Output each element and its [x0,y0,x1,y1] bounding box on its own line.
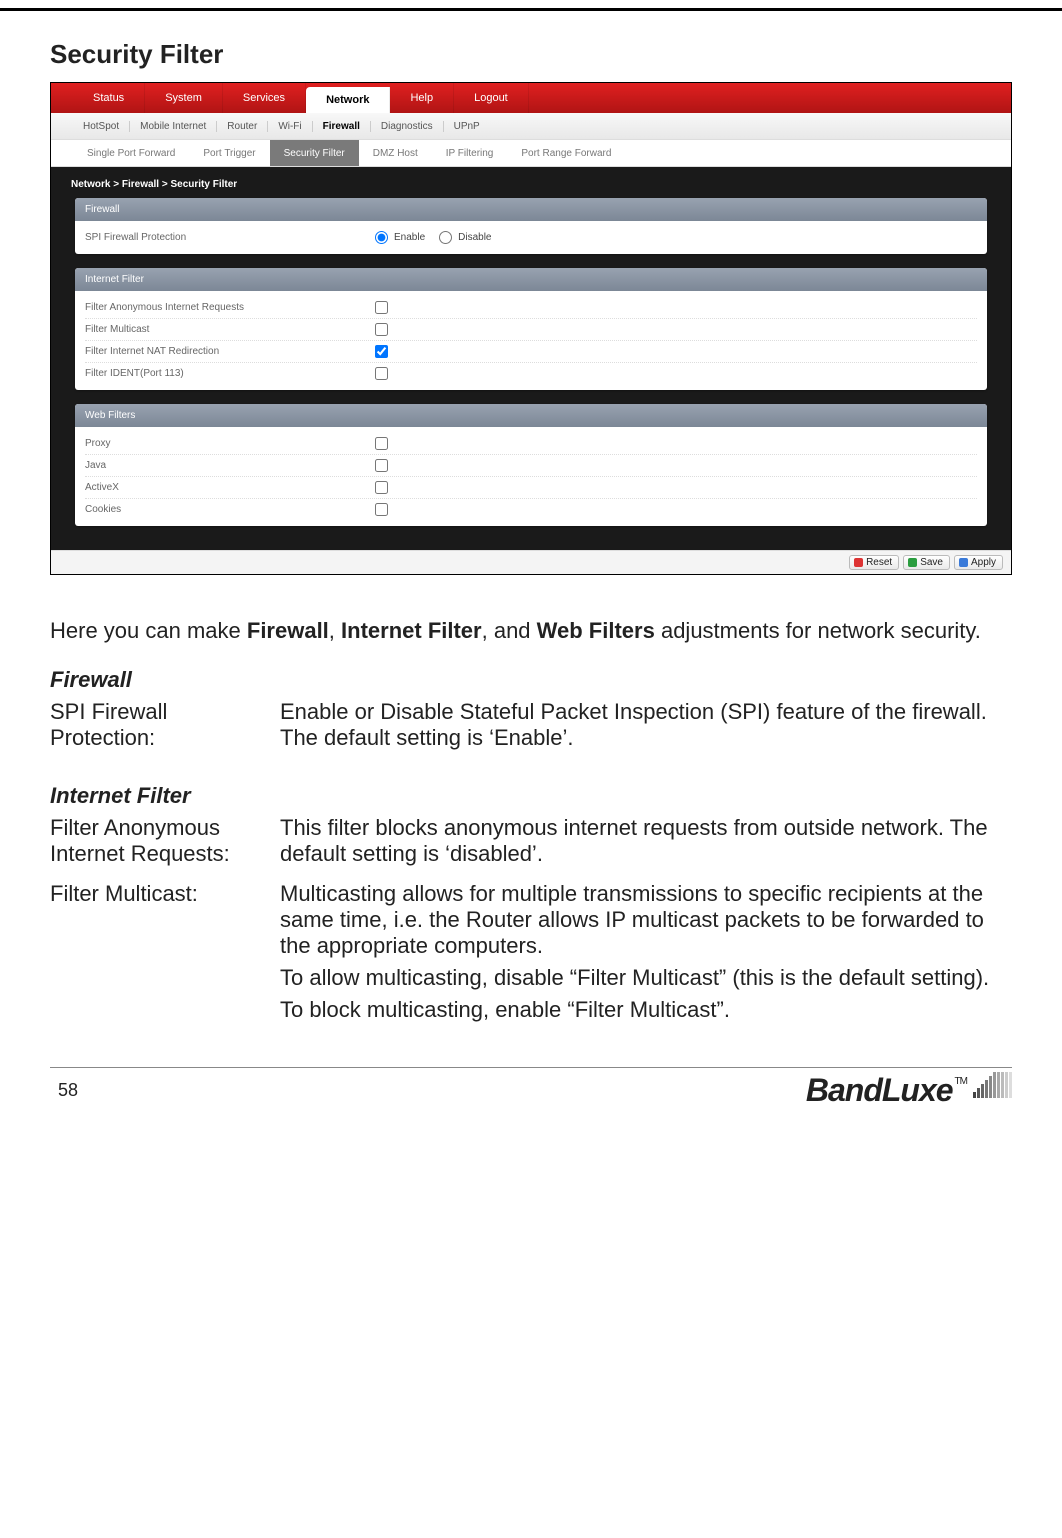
intro-text: , and [482,618,537,643]
filter-multicast-desc-a: Multicasting allows for multiple transmi… [280,881,1012,959]
intro-bold-firewall: Firewall [247,618,329,643]
spi-desc: Enable or Disable Stateful Packet Inspec… [280,699,1012,751]
wf-row-label: Proxy [85,438,375,449]
wf-checkbox[interactable] [375,503,388,516]
subnav-item-hotspot[interactable]: HotSpot [73,121,130,132]
topnav-tab-system[interactable]: System [145,83,223,113]
apply-button[interactable]: Apply [954,555,1003,570]
subnav-item-mobile-internet[interactable]: Mobile Internet [130,121,217,132]
router-screenshot: StatusSystemServicesNetworkHelpLogout Ho… [50,82,1012,575]
firewall-definition: SPI Firewall Protection: Enable or Disab… [50,695,1012,761]
intro-bold-web-filters: Web Filters [537,618,655,643]
subnav-item-diagnostics[interactable]: Diagnostics [371,121,444,132]
if-checkbox[interactable] [375,323,388,336]
internet-filter-heading: Internet Filter [50,783,1012,809]
firewall-panel: Firewall SPI Firewall Protection Enable … [75,198,987,254]
filter-multicast-term: Filter Multicast: [50,877,280,1033]
internet-filter-panel: Internet Filter Filter Anonymous Interne… [75,268,987,390]
firewall-heading: Firewall [50,667,1012,693]
spi-enable-radio[interactable] [375,231,388,244]
breadcrumb: Network > Firewall > Security Filter [59,175,1003,198]
page-footer: 58 BandLuxe TM [50,1067,1012,1119]
topnav-tab-network[interactable]: Network [306,87,390,113]
web-filters-panel: Web Filters Proxy Java ActiveX Cookies [75,404,987,526]
save-button[interactable]: Save [903,555,950,570]
tertnav-item-ip-filtering[interactable]: IP Filtering [432,140,508,166]
filter-multicast-desc-c: To block multicasting, enable “Filter Mu… [280,997,1012,1023]
tertnav-item-port-range-forward[interactable]: Port Range Forward [507,140,625,166]
if-row-label: Filter IDENT(Port 113) [85,368,375,379]
if-checkbox[interactable] [375,301,388,314]
if-checkbox[interactable] [375,367,388,380]
spi-enable-label: Enable [394,232,425,243]
reset-icon [854,558,863,567]
spi-disable-label: Disable [458,232,491,243]
wf-row-label: Java [85,460,375,471]
topnav-tab-help[interactable]: Help [390,83,454,113]
topnav-tab-logout[interactable]: Logout [454,83,529,113]
reset-label: Reset [866,557,892,568]
filter-multicast-desc-b: To allow multicasting, disable “Filter M… [280,965,1012,991]
subnav-item-upnp[interactable]: UPnP [444,121,490,132]
wf-checkbox[interactable] [375,481,388,494]
wf-row-label: ActiveX [85,482,375,493]
wf-checkbox[interactable] [375,459,388,472]
wf-row-label: Cookies [85,504,375,515]
tertnav-item-port-trigger[interactable]: Port Trigger [189,140,269,166]
page-title: Security Filter [50,39,1012,70]
panel-header-internet-filter: Internet Filter [75,268,987,291]
sub-nav: HotSpotMobile InternetRouterWi-FiFirewal… [51,113,1011,140]
spi-firewall-label: SPI Firewall Protection [85,232,375,243]
apply-icon [959,558,968,567]
intro-text: adjustments for network security. [655,618,981,643]
topnav-tab-status[interactable]: Status [73,83,145,113]
save-label: Save [920,557,943,568]
footer-bar: Reset Save Apply [51,550,1011,574]
topnav-tab-services[interactable]: Services [223,83,306,113]
intro-text: Here you can make [50,618,247,643]
if-row-label: Filter Multicast [85,324,375,335]
doc-intro: Here you can make Firewall, Internet Fil… [50,617,1012,645]
brand-text: BandLuxe [806,1072,953,1109]
tertiary-nav: Single Port ForwardPort TriggerSecurity … [51,140,1011,167]
brand-tm: TM [955,1076,967,1087]
reset-button[interactable]: Reset [849,555,899,570]
page-number: 58 [50,1080,78,1101]
apply-label: Apply [971,557,996,568]
panel-header-firewall: Firewall [75,198,987,221]
wf-checkbox[interactable] [375,437,388,450]
subnav-item-wi-fi[interactable]: Wi-Fi [268,121,312,132]
tertnav-item-dmz-host[interactable]: DMZ Host [359,140,432,166]
subnav-item-firewall[interactable]: Firewall [313,121,371,132]
filter-anon-term: Filter Anonymous Internet Requests: [50,811,280,877]
tertnav-item-single-port-forward[interactable]: Single Port Forward [73,140,189,166]
intro-text: , [329,618,341,643]
filter-anon-desc: This filter blocks anonymous internet re… [280,815,1012,867]
spi-term: SPI Firewall Protection: [50,695,280,761]
if-row-label: Filter Anonymous Internet Requests [85,302,375,313]
intro-bold-internet-filter: Internet Filter [341,618,482,643]
top-nav: StatusSystemServicesNetworkHelpLogout [51,83,1011,113]
if-row-label: Filter Internet NAT Redirection [85,346,375,357]
subnav-item-router[interactable]: Router [217,121,268,132]
tertnav-item-security-filter[interactable]: Security Filter [270,140,359,166]
if-checkbox[interactable] [375,345,388,358]
brand-bars-icon [973,1072,1012,1098]
panel-header-web-filters: Web Filters [75,404,987,427]
save-icon [908,558,917,567]
spi-disable-radio[interactable] [439,231,452,244]
internet-filter-definitions: Filter Anonymous Internet Requests: This… [50,811,1012,1033]
brand-logo: BandLuxe TM [806,1072,1012,1109]
